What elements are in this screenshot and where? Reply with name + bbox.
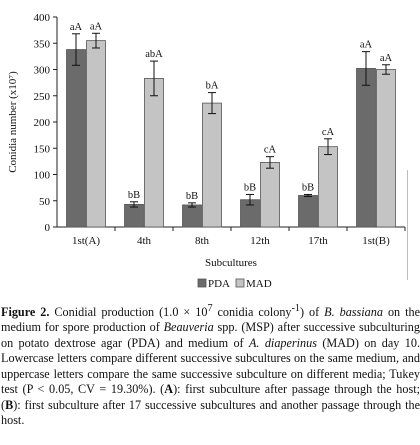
bar-pda-8th: [182, 204, 202, 228]
bar-pda-4th: [124, 204, 144, 228]
data-label: aA: [70, 22, 83, 33]
chart-area: 0 50 100 150 200 250 300 350 400 1st(A) 4th 8th 12th…: [7, 12, 406, 290]
data-label: bB: [244, 182, 256, 193]
bar-mad-1st(B): [376, 69, 396, 228]
caption-text: ): first subculture after 17 successive …: [1, 397, 420, 427]
data-label: bB: [128, 190, 140, 201]
y-tick-label: 150: [34, 143, 51, 155]
data-label: bA: [206, 81, 219, 92]
data-label: cA: [322, 127, 335, 138]
y-axis-title: Conidia number (x10⁷): [7, 71, 19, 173]
y-tick-label: 200: [34, 117, 51, 129]
data-label: aA: [380, 53, 393, 64]
x-tick-label: 8th: [195, 235, 210, 247]
x-tick-label: 17th: [308, 235, 328, 247]
caption-text: ) of: [299, 305, 325, 320]
bar-pda-17th: [298, 195, 318, 228]
bar-chart: 0 50 100 150 200 250 300 350 400 1st(A) 4th 8th 12th…: [7, 12, 406, 290]
caption-text: Conidial production (1.0 × 10: [49, 305, 208, 320]
legend-swatch-pda: [197, 278, 207, 288]
caption-genus: Beauveria: [163, 320, 214, 335]
chart-axes: 0 50 100 150 200 250 300 350 400 1st(A) 4th 8th 12th…: [34, 12, 406, 247]
caption-superscript: -1: [291, 303, 300, 314]
bar-pda-1st(A): [66, 49, 86, 228]
caption-text: (MAD) on day 10. Lowercase letters compa…: [1, 335, 420, 397]
y-tick-label: 300: [34, 65, 51, 77]
caption-text: ): first subculture after passage throug…: [1, 382, 420, 412]
caption-superscript: 7: [207, 303, 213, 314]
y-tick-label: 350: [34, 38, 51, 50]
data-label: bB: [186, 191, 198, 202]
data-label: bB: [302, 182, 314, 193]
caption-marker-a: A: [164, 382, 174, 397]
figure-caption: Figure 2. Conidial production (1.0 × 107…: [0, 301, 420, 428]
caption-species: B. bassiana: [324, 305, 383, 320]
bar-mad-12th: [260, 162, 280, 228]
chart-legend: PDA MAD: [197, 278, 272, 290]
caption-text: on the medium for spore production of: [1, 305, 420, 335]
y-tick-label: 0: [45, 222, 51, 234]
caption-text: conidia colony: [212, 305, 292, 320]
bar-mad-17th: [318, 146, 338, 228]
bar-mad-1st(A): [86, 40, 106, 228]
x-tick-label: 12th: [250, 235, 270, 247]
legend-label-mad: MAD: [246, 278, 272, 290]
chart-bars: [66, 40, 396, 228]
chart-error-bars: [72, 32, 390, 208]
bar-mad-4th: [144, 78, 164, 228]
legend-swatch-mad: [235, 278, 245, 288]
y-tick-label: 100: [34, 170, 51, 182]
edge-divider: [407, 170, 408, 280]
caption-marker-b: B: [5, 397, 14, 412]
x-tick-label: 1st(A): [72, 235, 100, 247]
y-tick-label: 400: [34, 12, 51, 24]
x-axis-title: Subcultures: [205, 257, 257, 269]
data-label: cA: [264, 145, 277, 156]
bar-mad-8th: [202, 102, 222, 228]
data-label: aA: [90, 21, 103, 32]
x-tick-label: 1st(B): [362, 235, 390, 247]
bar-pda-1st(B): [356, 68, 376, 228]
chart-data-labels: aA bB bB bB bB aA aA abA bA cA cA aA: [70, 21, 393, 202]
y-tick-label: 50: [39, 196, 51, 208]
y-tick-label: 250: [34, 91, 51, 103]
data-label: aA: [360, 40, 373, 51]
caption-label: Figure 2.: [1, 305, 50, 320]
data-label: abA: [145, 49, 163, 60]
x-tick-label: 4th: [137, 235, 152, 247]
caption-text: spp. (MSP) after successive subculturing…: [1, 320, 420, 350]
caption-species: A. diaperinus: [248, 335, 317, 350]
legend-label-pda: PDA: [208, 278, 230, 290]
